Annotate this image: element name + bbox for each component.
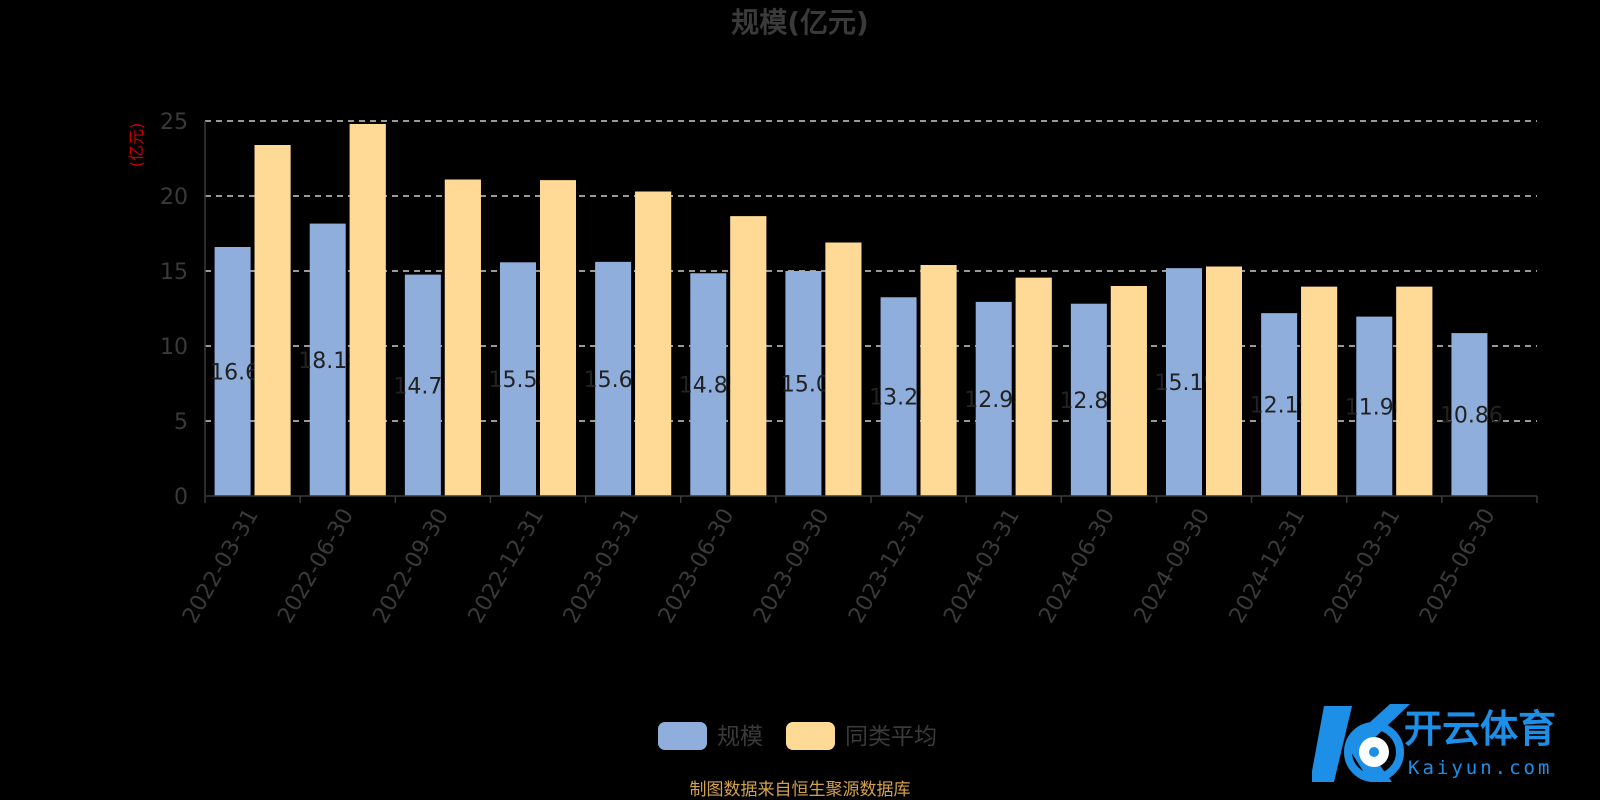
bar-scale xyxy=(404,274,441,496)
bar-peer-average-overlay xyxy=(635,191,672,496)
bar-scale xyxy=(1166,268,1202,496)
bar-scale xyxy=(214,247,251,496)
x-axis: 2022-03-31 2022-06-30 2022-09-30 2022-12-31… xyxy=(178,495,1538,628)
x-tick-label: 2022-03-31 xyxy=(178,505,264,628)
kaiyun-logo: 开云体育 Kaiyun.com xyxy=(1312,704,1556,782)
bar-peer-average-overlay xyxy=(1206,266,1242,496)
bar-value-label: 10.86 xyxy=(1440,404,1503,429)
bar-scale xyxy=(690,273,727,496)
y-tick-label: 0 xyxy=(174,485,188,510)
y-tick-label: 5 xyxy=(174,410,188,435)
bar-scale xyxy=(1356,316,1393,496)
x-tick-label: 2025-03-31 xyxy=(1320,505,1406,628)
bar-scale xyxy=(1261,313,1298,496)
bar-peer-average-overlay xyxy=(1015,277,1052,496)
bar-peer-average-overlay xyxy=(730,216,767,496)
bar-scale xyxy=(1451,333,1488,496)
bar-scale xyxy=(595,261,632,496)
y-axis-label: (亿元) xyxy=(127,123,146,168)
chart-title: 规模(亿元) xyxy=(731,6,869,39)
x-tick-label: 2024-12-31 xyxy=(1225,505,1311,628)
bar-scale xyxy=(880,297,917,496)
bar-peer-average-overlay xyxy=(349,124,386,496)
bar-scale xyxy=(975,301,1012,496)
bar-peer-average-overlay xyxy=(1396,286,1433,496)
x-tick-label: 2022-09-30 xyxy=(368,505,454,628)
bar-scale xyxy=(1070,303,1107,496)
bar-scale xyxy=(785,271,822,496)
bar-peer-average-overlay xyxy=(825,242,862,496)
bar-peer-average-overlay xyxy=(920,265,957,496)
y-tick-label: 10 xyxy=(160,335,188,360)
logo-brand-text: 开云体育 xyxy=(1404,707,1556,751)
x-tick-label: 2022-12-31 xyxy=(464,505,550,628)
bar-scale xyxy=(500,262,536,496)
y-tick-label: 20 xyxy=(160,185,188,210)
bar-value-label: 15.0 xyxy=(781,373,830,398)
x-tick-label: 2022-06-30 xyxy=(273,505,359,628)
x-tick-label: 2023-12-31 xyxy=(844,505,930,628)
x-tick-label: 2023-03-31 xyxy=(559,505,645,628)
y-tick-label: 25 xyxy=(160,110,188,135)
x-tick-label: 2024-06-30 xyxy=(1034,505,1120,628)
bar-peer-average-overlay xyxy=(254,145,291,496)
legend-swatch xyxy=(658,722,707,750)
bar-value-label: 16.6 xyxy=(210,361,259,386)
x-tick-label: 2025-06-30 xyxy=(1415,505,1501,628)
bar-peer-average-overlay xyxy=(1301,286,1338,496)
legend[interactable]: 规模 同类平均 xyxy=(658,722,937,750)
x-tick-label: 2024-03-31 xyxy=(939,505,1025,628)
y-axis: 0 5 10 15 20 25 xyxy=(160,110,206,510)
y-tick-label: 15 xyxy=(160,260,188,285)
bar-peer-average-overlay xyxy=(540,180,576,496)
x-tick-label: 2023-09-30 xyxy=(749,505,835,628)
logo-emblem-icon xyxy=(1312,704,1410,782)
x-tick-label: 2024-09-30 xyxy=(1130,505,1216,628)
legend-label: 同类平均 xyxy=(845,724,937,750)
bar-peer-average-overlay xyxy=(444,179,481,496)
bar-scale xyxy=(309,223,346,496)
legend-swatch xyxy=(786,722,835,750)
bar-peer-average-overlay xyxy=(1110,286,1147,496)
data-source-note: 制图数据来自恒生聚源数据库 xyxy=(690,780,911,800)
x-tick-label: 2023-06-30 xyxy=(654,505,740,628)
legend-label: 规模 xyxy=(717,724,763,750)
legend-item-peer-average[interactable]: 同类平均 xyxy=(786,722,937,750)
logo-domain-text: Kaiyun.com xyxy=(1408,757,1552,779)
legend-item-scale[interactable]: 规模 xyxy=(658,722,763,750)
